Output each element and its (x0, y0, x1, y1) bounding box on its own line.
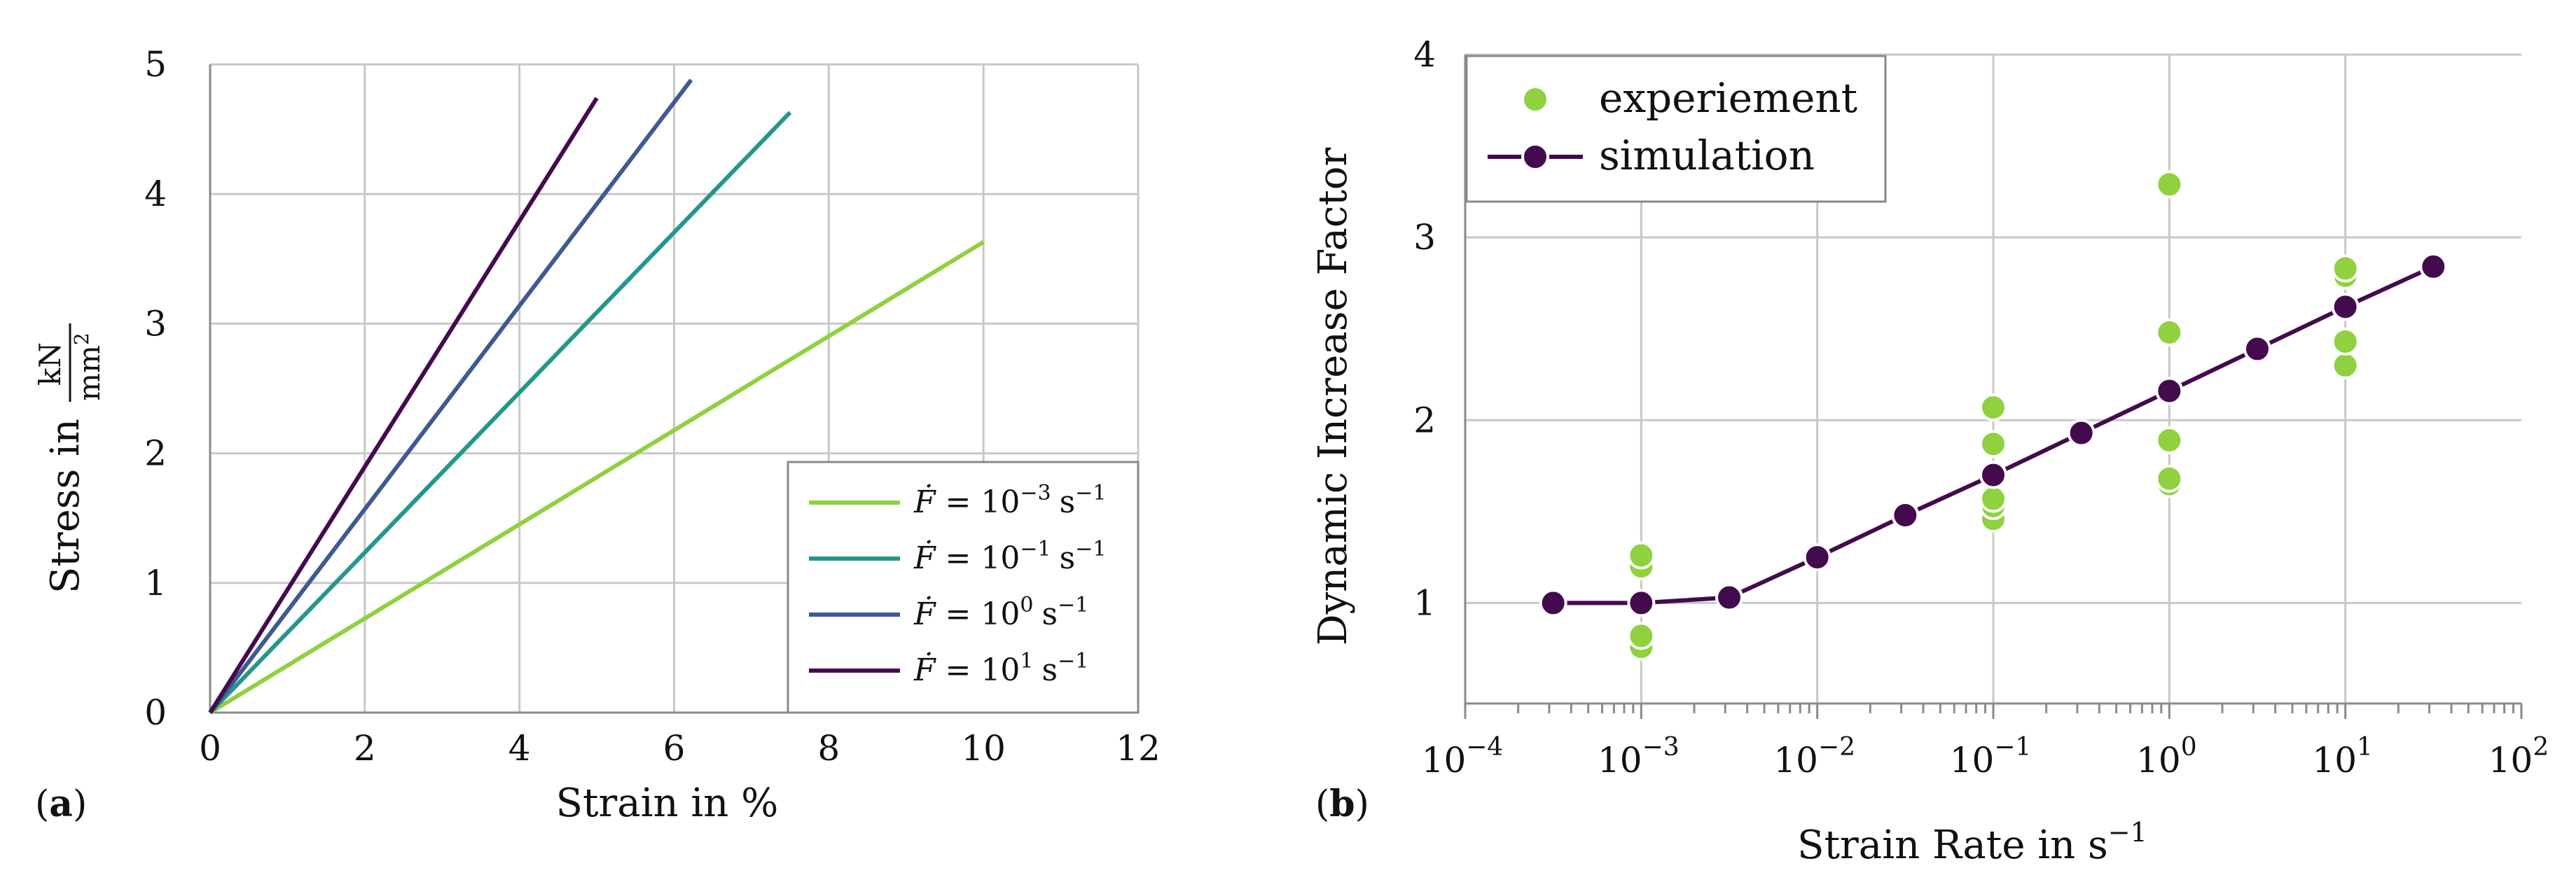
x-tick-label: 6 (663, 728, 686, 769)
y-tick-label: 3 (1413, 217, 1436, 258)
legend: experiement simulation (1465, 55, 1887, 203)
x-tick-label: 10−1 (1950, 733, 2032, 780)
y-tick-label: 3 (144, 303, 167, 344)
legend-label-simulation: simulation (1599, 132, 1815, 179)
x-tick-label: 4 (508, 728, 531, 769)
y-axis-label-denominator: mm2 (70, 332, 106, 400)
y-axis-label-prefix: Stress in (43, 419, 88, 594)
legend-label-experiment: experiement (1599, 74, 1857, 122)
y-tick-label: 1 (1413, 582, 1436, 623)
x-axis-label: Strain Rate in s−1 (1797, 817, 2147, 868)
y-tick-label: 0 (144, 692, 167, 733)
y-axis-label-numerator: kN (33, 342, 67, 386)
series-line-3 (208, 78, 693, 714)
experiment-point (2155, 464, 2184, 493)
y-tick-label: 1 (144, 563, 167, 603)
y-tick-label: 2 (144, 433, 167, 474)
experiment-point (1979, 430, 2007, 458)
simulation-point (1539, 589, 1567, 617)
x-tick-label: 101 (2312, 733, 2373, 780)
x-tick-label: 0 (199, 728, 221, 769)
simulation-point (2243, 335, 2271, 363)
y-tick-label: 2 (1413, 400, 1436, 440)
simulation-point (2067, 419, 2096, 447)
x-tick-label: 10 (961, 728, 1006, 769)
simulation-point (2331, 293, 2360, 321)
x-tick-label: 100 (2136, 733, 2197, 780)
x-tick-label: 10−4 (1422, 733, 1504, 780)
experiment-point (2155, 318, 2184, 346)
y-axis-label: Dynamic Increase Factor (1310, 148, 1356, 646)
simulation-point (1627, 589, 1656, 617)
simulation-point (2155, 377, 2184, 405)
simulation-point (2419, 252, 2448, 281)
experiment-point (1979, 393, 2007, 421)
experiment-point (2155, 170, 2184, 199)
experiment-point (2331, 327, 2360, 356)
experiment-point (2331, 254, 2360, 283)
experiment-point (1627, 541, 1656, 570)
legend-label-2: Ḟ = 10−1 s−1 (913, 537, 1106, 576)
legend-swatch-simulation (1521, 143, 1549, 171)
y-axis-label: Stress in kN mm2 (33, 323, 106, 594)
x-tick-label: 8 (817, 728, 840, 769)
legend-swatch-experiment (1521, 85, 1549, 113)
experiment-point (1979, 484, 2007, 513)
legend-label-4: Ḟ = 101 s−1 (913, 649, 1088, 688)
panel-label-a: (a) (35, 783, 87, 825)
y-tick-label: 4 (1413, 34, 1436, 75)
x-axis-label: Strain in % (556, 780, 779, 826)
experiment-point (2155, 426, 2184, 454)
simulation-point (1979, 461, 2007, 489)
legend-label-3: Ḟ = 100 s−1 (913, 593, 1088, 632)
experiment-point (2331, 351, 2360, 379)
series-line-2 (208, 111, 792, 715)
x-tick-label: 102 (2488, 733, 2549, 780)
series-line-1 (209, 240, 985, 715)
series-line-4 (208, 97, 599, 714)
y-tick-label: 5 (144, 44, 167, 85)
legend: Ḟ = 10−3 s−1 Ḟ = 10−1 s−1 Ḟ = 100 s−1 Ḟ = 101 s… (787, 461, 1140, 714)
legend-box (1465, 55, 1887, 203)
panel-b-dynamic-increase-chart: 10−4 10−3 10−2 10−1 100 101 102 1 2 3 4 Strain Rate… (1310, 34, 2549, 868)
x-tick-label: 2 (354, 728, 376, 769)
legend-label-1: Ḟ = 10−3 s−1 (913, 481, 1106, 520)
x-tick-label: 10−2 (1773, 733, 1855, 780)
simulation-point (1715, 583, 1743, 612)
y-tick-label: 4 (144, 174, 167, 214)
x-tick-label: 12 (1116, 728, 1161, 769)
simulation-point (1891, 501, 1920, 530)
panel-label-b: (b) (1315, 783, 1369, 825)
experiment-point (1627, 622, 1656, 650)
simulation-point (1803, 543, 1831, 572)
x-tick-label: 10−3 (1598, 733, 1680, 780)
